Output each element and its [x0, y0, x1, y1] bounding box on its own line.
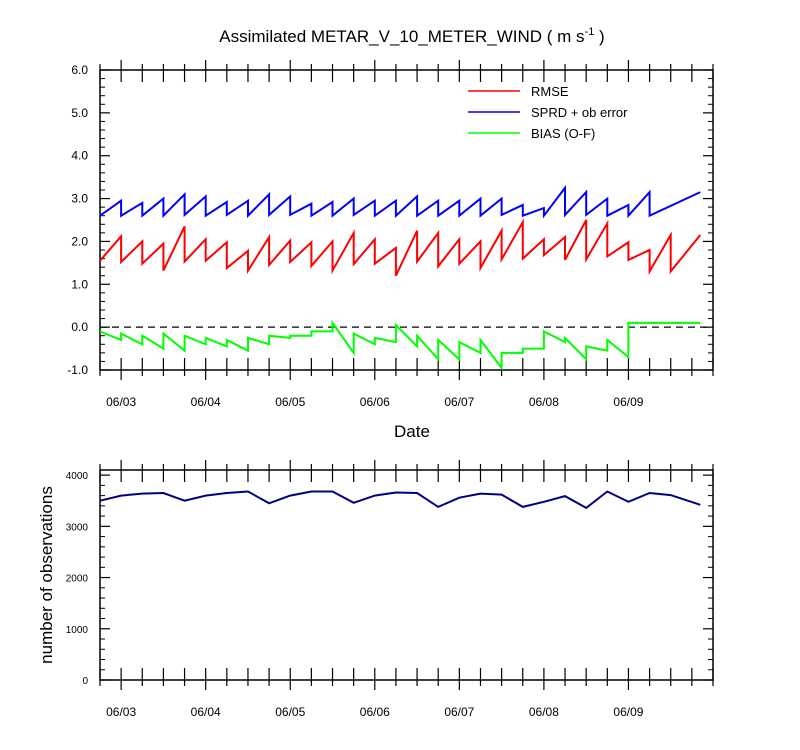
- observations-line: [99, 490, 701, 510]
- top-plot-frame: [99, 69, 714, 371]
- top-x-axis: 06/03 06/04 06/05 06/06 06/07 06/08 06/09: [99, 60, 714, 409]
- chart-title: Assimilated METAR_V_10_METER_WIND ( m s-…: [219, 26, 604, 46]
- legend: RMSE SPRD + ob error BIAS (O-F): [468, 84, 628, 141]
- bottom-x-tick-label: 06/08: [529, 705, 559, 719]
- legend-bias-label: BIAS (O-F): [531, 126, 595, 141]
- series-line-rmse: [99, 218, 702, 277]
- top-x-tick-label: 06/06: [360, 395, 390, 409]
- bottom-x-tick-label: 06/05: [275, 705, 305, 719]
- series-line-sprd-ob-error: [99, 184, 701, 219]
- top-y-tick-label: 2.0: [71, 234, 88, 248]
- top-x-tick-label: 06/03: [106, 395, 136, 409]
- top-y-tick-label: -1.0: [67, 363, 88, 377]
- top-x-tick-label: 06/07: [444, 395, 474, 409]
- top-y-axis: -1.0 0.0 1.0 2.0 3.0 4.0 5.0 6.0: [67, 63, 713, 377]
- top-x-tick-label: 06/08: [529, 395, 559, 409]
- top-y-tick-label: 5.0: [71, 106, 88, 120]
- bottom-y-axis-title: number of observations: [37, 486, 56, 664]
- bottom-x-tick-label: 06/03: [106, 705, 136, 719]
- top-y-tick-label: 0.0: [71, 320, 88, 334]
- legend-sprd-label: SPRD + ob error: [531, 105, 628, 120]
- bottom-y-tick-label: 4000: [66, 471, 89, 482]
- bottom-y-tick-label: 1000: [66, 625, 89, 636]
- top-x-tick-label: 06/04: [191, 395, 221, 409]
- top-y-tick-label: 4.0: [71, 149, 88, 163]
- top-x-tick-label: 06/05: [275, 395, 305, 409]
- legend-rmse-label: RMSE: [531, 84, 569, 99]
- bottom-y-tick-label: 2000: [66, 574, 89, 585]
- chart-title-superscript: -1: [585, 26, 595, 38]
- bottom-series-group: [99, 490, 701, 510]
- series-line-bias-o-f: [99, 319, 701, 371]
- bottom-y-axis: 0 1000 2000 3000 4000: [66, 471, 713, 687]
- chart-title-suffix: ): [594, 27, 604, 46]
- top-y-tick-label: 1.0: [71, 277, 88, 291]
- bottom-x-tick-label: 06/04: [191, 705, 221, 719]
- bottom-x-tick-label: 06/06: [360, 705, 390, 719]
- bottom-plot-frame: [99, 469, 714, 681]
- top-x-tick-label: 06/09: [613, 395, 643, 409]
- bottom-x-tick-label: 06/09: [613, 705, 643, 719]
- bottom-x-tick-label: 06/07: [444, 705, 474, 719]
- bottom-x-axis: 06/03 06/04 06/05 06/06 06/07 06/08 06/09: [99, 460, 714, 719]
- top-x-axis-title: Date: [394, 422, 430, 441]
- bottom-y-tick-label: 3000: [66, 522, 89, 533]
- bottom-y-tick-label: 0: [82, 676, 88, 687]
- top-y-tick-label: 6.0: [71, 63, 88, 77]
- top-series-group: [99, 184, 702, 371]
- chart-title-main: Assimilated METAR_V_10_METER_WIND ( m s: [219, 27, 584, 46]
- top-y-tick-label: 3.0: [71, 192, 88, 206]
